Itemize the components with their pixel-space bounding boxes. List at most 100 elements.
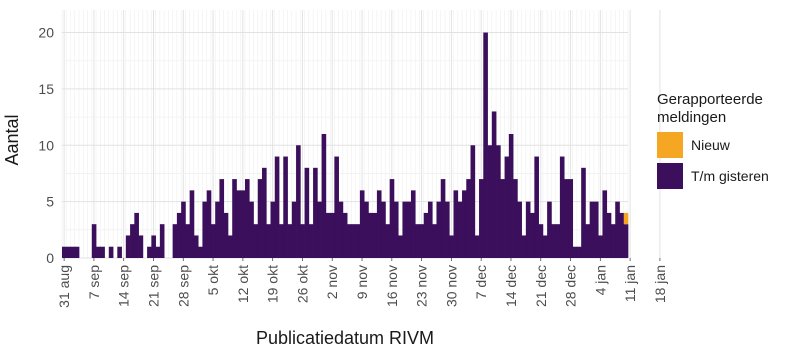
bar-tm-gisteren [274, 156, 280, 258]
legend-label-nieuw: Nieuw [691, 137, 731, 153]
bar-tm-gisteren [151, 235, 156, 258]
bar-tm-gisteren [368, 212, 374, 258]
bar-tm-gisteren [342, 212, 348, 258]
bar-tm-gisteren [398, 235, 403, 258]
bar-tm-gisteren [100, 246, 105, 258]
bar-tm-gisteren [559, 156, 565, 258]
bar-tm-gisteren [313, 167, 318, 258]
bar-tm-gisteren [487, 145, 493, 258]
bar-tm-gisteren [415, 224, 420, 258]
bar-tm-gisteren [457, 201, 463, 258]
bar-tm-gisteren [134, 212, 139, 258]
grid-layer [61, 10, 661, 259]
bar-tm-gisteren [500, 179, 505, 258]
legend: Gerapporteerde meldingen Nieuw T/m giste… [657, 91, 769, 189]
x-tick-label: 23 nov [414, 265, 430, 307]
bar-tm-gisteren [321, 134, 327, 258]
legend-swatch-tm-gisteren [657, 163, 683, 189]
x-tick-label: 28 sep [175, 265, 191, 307]
bar-tm-gisteren [206, 190, 212, 258]
x-tick-label: 30 nov [443, 265, 459, 307]
bar-tm-gisteren [296, 145, 301, 258]
bar-tm-gisteren [508, 134, 514, 258]
x-tick-label: 7 dec [473, 265, 489, 299]
bar-tm-gisteren [610, 224, 616, 258]
bar-tm-gisteren [491, 111, 497, 258]
bar-tm-gisteren [372, 212, 378, 258]
bar-tm-gisteren [351, 224, 356, 258]
bar-tm-gisteren [445, 201, 450, 258]
bar-tm-gisteren [227, 235, 233, 258]
bar-tm-gisteren [249, 201, 254, 258]
bar-tm-gisteren [564, 179, 569, 258]
bar-tm-gisteren [91, 224, 97, 258]
bar-tm-gisteren [130, 224, 135, 258]
bar-tm-gisteren [147, 246, 152, 258]
bar-tm-gisteren [440, 179, 446, 258]
bar-tm-gisteren [534, 156, 539, 258]
bar-tm-gisteren [66, 246, 71, 258]
x-tick-label: 14 sep [116, 265, 132, 307]
bar-tm-gisteren [338, 201, 344, 258]
bar-tm-gisteren [364, 201, 369, 258]
bar-tm-gisteren [262, 167, 267, 258]
y-tick-label: 10 [38, 137, 54, 153]
x-tick-label: 16 nov [384, 265, 400, 307]
bar-tm-gisteren [240, 190, 246, 258]
bar-tm-gisteren [138, 235, 144, 258]
bar-tm-gisteren [572, 246, 578, 258]
bar-tm-gisteren [385, 224, 391, 258]
bar-tm-gisteren [266, 224, 271, 258]
bar-tm-gisteren [159, 224, 165, 258]
bar-tm-gisteren [62, 246, 67, 258]
x-tick-label: 14 dec [503, 265, 519, 307]
bar-tm-gisteren [598, 235, 603, 258]
bar-tm-gisteren [555, 224, 561, 258]
bar-tm-gisteren [525, 201, 531, 258]
x-tick-label: 21 dec [533, 265, 549, 307]
y-tick-label: 0 [46, 250, 54, 266]
bar-tm-gisteren [244, 179, 250, 258]
bar-tm-gisteren [479, 179, 484, 258]
x-tick-label: 5 okt [205, 265, 221, 295]
bar-tm-gisteren [279, 224, 284, 258]
bar-tm-gisteren [125, 235, 131, 258]
bar-tm-gisteren [74, 246, 80, 258]
bar-tm-gisteren [419, 224, 425, 258]
bar-tm-gisteren [615, 201, 620, 258]
legend-title: Gerapporteerde [657, 91, 763, 108]
bar-tm-gisteren [117, 246, 122, 258]
bar-tm-gisteren [462, 190, 467, 258]
bar-tm-gisteren [623, 224, 629, 258]
bar-tm-gisteren [210, 224, 216, 258]
bar-tm-gisteren [542, 235, 548, 258]
bar-tm-gisteren [581, 167, 586, 258]
legend-swatch-nieuw [657, 132, 683, 158]
bar-tm-gisteren [155, 246, 161, 258]
bar-tm-gisteren [470, 145, 476, 258]
bar-tm-gisteren [427, 201, 433, 258]
bar-tm-gisteren [474, 235, 480, 258]
bar-tm-gisteren [393, 201, 399, 258]
bar-tm-gisteren [198, 246, 203, 258]
x-tick-label: 11 jan [622, 265, 638, 302]
x-tick-label: 12 okt [235, 265, 251, 303]
x-tick-label: 21 sep [145, 265, 161, 307]
bar-tm-gisteren [325, 212, 331, 258]
bar-tm-gisteren [576, 246, 582, 258]
legend-title-line-2: meldingen [657, 109, 726, 126]
x-tick-label: 7 sep [86, 265, 102, 299]
y-axis-label: Aantal [2, 114, 22, 165]
bar-tm-gisteren [410, 190, 416, 258]
bar-tm-gisteren [308, 224, 314, 258]
bar-tm-gisteren [530, 212, 535, 258]
bar-tm-gisteren [517, 201, 522, 258]
bar-tm-gisteren [70, 246, 76, 258]
bar-tm-gisteren [232, 179, 237, 258]
y-tick-label: 5 [46, 194, 54, 210]
bar-tm-gisteren [300, 224, 305, 258]
bar-tm-gisteren [585, 224, 591, 258]
bar-tm-gisteren [483, 32, 488, 258]
